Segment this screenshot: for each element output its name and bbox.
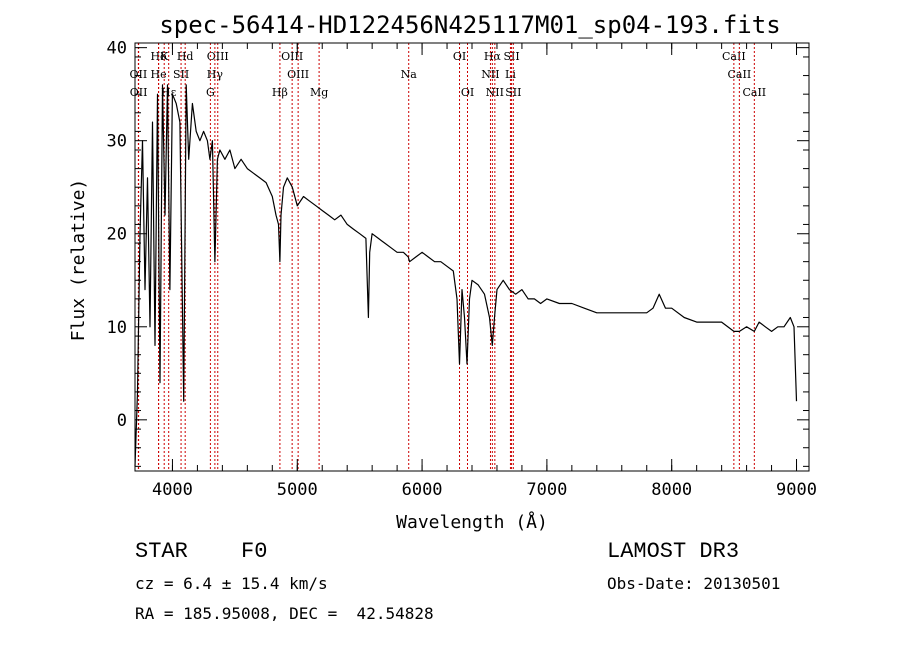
line-label-11: SII [173,68,189,81]
line-label-26: CaII [742,86,766,99]
line-label-18: OII [130,86,148,99]
x-tick-label-1: 5000 [277,480,318,500]
survey-name: LAMOST DR3 [607,539,740,564]
line-label-1: K [160,50,169,63]
line-label-10: He [151,68,167,81]
x-tick-label-5: 9000 [776,480,817,500]
line-label-13: OIII [287,68,309,81]
y-tick-label-3: 30 [107,132,127,152]
x-tick-label-4: 8000 [651,480,692,500]
y-axis: 0 10 20 30 40 [107,39,809,467]
plot-frame [134,42,810,472]
y-tick-label-0: 0 [117,411,127,431]
y-tick-label-4: 40 [107,39,127,59]
line-label-15: NII [481,68,499,81]
chart-title: spec-56414-HD122456N425117M01_sp04-193.f… [159,11,780,39]
redshift-cz: cz = 6.4 ± 15.4 km/s [135,574,328,593]
coordinates: RA = 185.95008, DEC = 42.54828 [135,604,434,623]
line-label-3: OIII [207,50,229,63]
line-label-19: Hε [161,86,177,99]
line-label-22: Mg [310,86,328,99]
line-label-25: SII [505,86,521,99]
line-label-12: Hγ [207,68,224,81]
line-label-14: Na [401,68,418,81]
line-label-17: CaII [728,68,752,81]
line-label-16: Li [505,68,516,81]
spectral-subclass: F0 [241,539,268,564]
line-label-2: Hd [177,50,194,63]
y-tick-label-2: 20 [107,225,127,245]
line-label-24: NII [486,86,504,99]
object-type: STAR [135,539,188,564]
x-tick-label-2: 6000 [402,480,443,500]
x-axis-label: Wavelength (Å) [396,511,548,533]
x-tick-label-0: 4000 [152,480,193,500]
x-axis: 4000 5000 6000 7000 8000 9000 [152,43,817,500]
line-label-5: OI [453,50,466,63]
observation-date: Obs-Date: 20130501 [607,574,781,593]
line-label-23: OI [461,86,474,99]
y-axis-label: Flux (relative) [68,179,89,342]
line-label-9: OII [130,68,148,81]
line-label-4: OIII [281,50,303,63]
line-label-7: SII [503,50,519,63]
spectrum-trace [134,84,798,467]
line-label-21: Hβ [272,86,288,99]
x-tick-label-3: 7000 [526,480,567,500]
y-tick-label-1: 10 [107,318,127,338]
series-line-flux [134,84,798,467]
line-label-8: CaII [722,50,746,63]
line-label-6: Hα [484,50,502,63]
spectrum-chart: spec-56414-HD122456N425117M01_sp04-193.f… [68,11,817,533]
line-label-20: G [206,86,215,99]
